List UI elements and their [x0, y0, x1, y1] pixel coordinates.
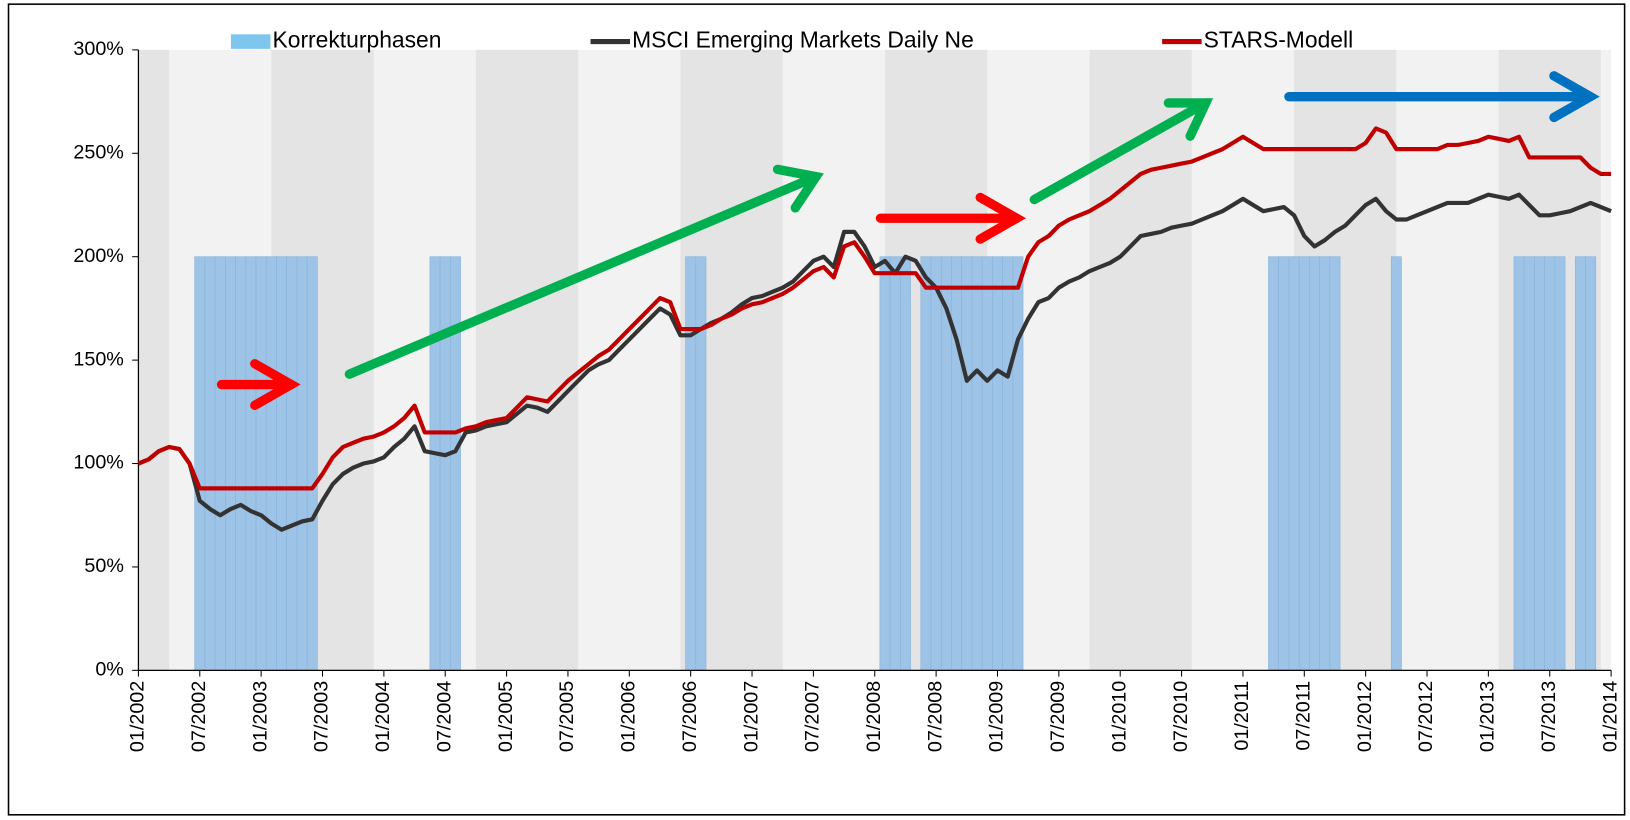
x-tick-label: 01/2011: [1231, 681, 1253, 751]
x-tick-label: 01/2013: [1477, 681, 1499, 752]
x-tick-label: 07/2007: [802, 681, 824, 752]
y-tick-label: 300%: [73, 38, 123, 60]
bar: [204, 256, 216, 671]
bar: [1002, 256, 1014, 671]
x-tick-label: 01/2004: [372, 681, 394, 752]
arrow: [1284, 71, 1600, 123]
legend-label: Korrekturphasen: [272, 27, 441, 53]
y-tick-label: 0%: [95, 659, 124, 681]
background-band: [1089, 49, 1192, 671]
bar: [1309, 256, 1320, 671]
bar: [695, 256, 707, 671]
y-tick-label: 100%: [73, 452, 123, 474]
x-tick-label: 01/2012: [1354, 681, 1376, 752]
bar: [255, 256, 267, 671]
bar: [1574, 256, 1586, 671]
x-tick-label: 07/2004: [433, 681, 455, 752]
bar: [1585, 256, 1597, 671]
bar: [1012, 256, 1024, 671]
y-tick-label: 250%: [73, 142, 123, 164]
bar: [1268, 256, 1280, 671]
annotation-arrows: [216, 71, 1600, 410]
bar: [286, 256, 298, 671]
bar: [1554, 256, 1566, 671]
bar: [971, 256, 983, 671]
legend: Korrekturphasen MSCI Emerging Markets Dai…: [230, 27, 1353, 53]
x-tick-label: 01/2003: [249, 681, 271, 752]
x-tick-label: 07/2002: [188, 681, 210, 752]
bar: [1319, 256, 1331, 671]
background-band: [138, 49, 170, 671]
bar: [951, 256, 962, 671]
legend-swatch: [230, 34, 271, 49]
bar: [685, 256, 697, 671]
x-tick-label: 07/2011: [1293, 681, 1315, 751]
x-tick-label: 01/2008: [863, 681, 885, 752]
lines: [137, 126, 1612, 532]
bar: [1329, 256, 1341, 671]
axes: 0% 50% 100% 150% 200% 250% 300% 01/2002 07/2002 0…: [73, 38, 1621, 752]
bar: [276, 256, 288, 671]
bar: [306, 256, 318, 671]
x-tick-label: 01/2014: [1599, 681, 1621, 752]
bar: [889, 256, 901, 671]
bar: [992, 256, 1003, 671]
bar: [879, 256, 891, 671]
background-band: [475, 49, 579, 671]
y-tick-label: 200%: [73, 245, 123, 267]
arrow: [216, 359, 301, 410]
x-tick-label: 07/2005: [556, 681, 578, 752]
bar: [235, 256, 247, 671]
x-tick-label: 01/2006: [618, 681, 640, 752]
x-tick-label: 07/2012: [1415, 681, 1437, 752]
bar: [1513, 256, 1525, 671]
bars: [194, 256, 1597, 671]
bar: [900, 256, 911, 671]
bar: [1298, 256, 1310, 671]
bar: [450, 256, 461, 671]
x-tick-label: 01/2009: [986, 681, 1008, 752]
arrow: [1029, 98, 1214, 205]
x-tick-label: 01/2002: [127, 681, 149, 752]
bar: [920, 256, 932, 671]
arrow: [344, 164, 824, 379]
bar: [429, 256, 441, 671]
bar: [1288, 256, 1300, 671]
x-tick-label: 07/2008: [924, 681, 946, 752]
bar: [930, 256, 942, 671]
y-tick-label: 150%: [73, 348, 123, 370]
bar: [1544, 256, 1556, 671]
line: [137, 192, 1612, 532]
y-tick-label: 50%: [84, 555, 123, 577]
x-tick-label: 07/2003: [311, 681, 333, 752]
bar: [245, 256, 257, 671]
bar: [225, 256, 236, 671]
x-tick-label: 07/2009: [1047, 681, 1069, 752]
bar: [265, 256, 277, 671]
line: [137, 126, 1612, 491]
bar: [296, 256, 308, 671]
bar: [1523, 256, 1535, 671]
x-tick-label: 07/2010: [1170, 681, 1192, 752]
legend-label: MSCI Emerging Markets Daily Ne: [632, 27, 974, 53]
x-tick-label: 07/2013: [1538, 681, 1560, 752]
bar: [961, 256, 973, 671]
x-tick-label: 01/2010: [1108, 681, 1130, 752]
x-tick-label: 01/2007: [740, 681, 762, 752]
arrow: [875, 192, 1027, 244]
bar: [214, 256, 226, 671]
legend-label: STARS-Modell: [1204, 27, 1353, 53]
bar: [1534, 256, 1545, 671]
bar: [981, 256, 993, 671]
bar: [1390, 256, 1402, 671]
bar: [194, 256, 206, 671]
bar: [439, 256, 451, 671]
bar: [1278, 256, 1290, 671]
x-tick-label: 07/2006: [679, 681, 701, 752]
x-tick-label: 01/2005: [495, 681, 517, 752]
